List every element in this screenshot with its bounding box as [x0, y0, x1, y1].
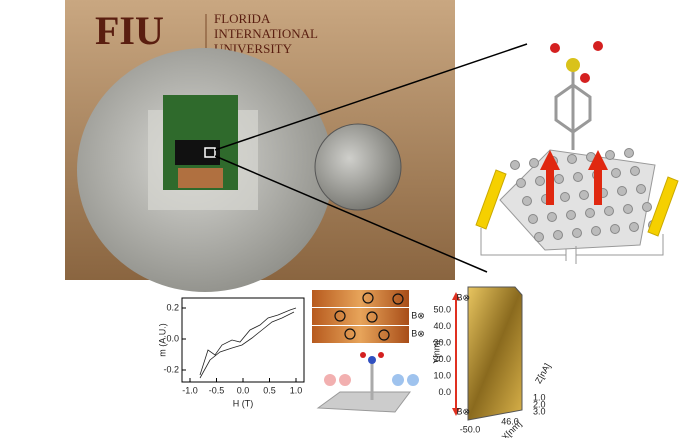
contact-pads [178, 168, 223, 188]
x-tick-label: -0.5 [209, 385, 225, 395]
z-tick-label: 3.0 [533, 406, 546, 416]
spin [324, 374, 336, 386]
carbon-atom [617, 186, 627, 196]
hysteresis-plot: m (A.U.) H (T) 0.2 0.0 -0.2 -1.0 -0.5 0.0 0.5 1… [157, 297, 305, 408]
carbon-atom [510, 160, 520, 170]
y-axis-label: Y[nm] [431, 340, 441, 364]
stm-image [312, 308, 409, 325]
carbon-atom [636, 184, 646, 194]
carbon-atom [554, 174, 564, 184]
carbon-atom [579, 190, 589, 200]
topography-surface [467, 286, 523, 421]
spin [392, 374, 404, 386]
y-tick-label: 20.0 [433, 354, 451, 364]
zoom-box [204, 147, 216, 158]
field-label: B⊗ [456, 406, 470, 416]
carbon-atom [529, 158, 539, 168]
z-tick-label: 1.0 [533, 392, 546, 402]
zoom-line [214, 155, 488, 273]
graphene-sheet [316, 391, 411, 413]
plot-frame [181, 297, 305, 383]
carbon-atom [547, 212, 557, 222]
university-name: INTERNATIONAL [214, 26, 318, 41]
spin [407, 374, 419, 386]
carbon-atom [522, 196, 532, 206]
carbon-atom [610, 224, 620, 234]
carbon-atom [623, 204, 633, 214]
stm-image [312, 326, 409, 343]
sulfur-atom [566, 58, 580, 72]
molecule-diagram [475, 41, 679, 264]
university-name: FLORIDA [214, 11, 271, 26]
zoom-line [214, 43, 528, 151]
oxygen-atom [593, 41, 603, 51]
stm-image [312, 290, 409, 307]
x-tick-label: -50.0 [460, 424, 481, 434]
oxygen-atom [360, 352, 366, 358]
carbon-atom [585, 208, 595, 218]
z-axis-label: Z[nA] [533, 362, 552, 386]
oxygen-atom [550, 43, 560, 53]
y-tick-label: 50.0 [433, 304, 451, 314]
y-axis-label: m (A.U.) [157, 323, 167, 357]
coin [314, 123, 402, 211]
field-label: B⊗ [411, 310, 425, 320]
benzene-ring [554, 83, 592, 134]
y-tick-label: 0.2 [166, 302, 179, 312]
logo: FIU [95, 8, 164, 53]
carbon-atom [553, 230, 563, 240]
oxygen-atom [378, 352, 384, 358]
carbon-atom [605, 150, 615, 160]
topography-plot: B⊗ B⊗ Y[nm] Z[nA] X[nm] 50.040.030.020.0… [431, 286, 553, 438]
carbon-atom [624, 148, 634, 158]
x-tick-label: -1.0 [182, 385, 198, 395]
carbon-atom [535, 176, 545, 186]
y-tick-label: 10.0 [433, 370, 451, 380]
carbon-atom [572, 228, 582, 238]
y-tick-label: 0.0 [166, 333, 179, 343]
carbon-atom [566, 210, 576, 220]
carbon-atom [629, 222, 639, 232]
spin-arrow [588, 150, 608, 205]
carbon-atom [642, 202, 652, 212]
carbon-atom [611, 168, 621, 178]
oxygen-atom [580, 73, 590, 83]
arrow-head [452, 292, 460, 300]
carbon-atom [630, 166, 640, 176]
x-axis-label: H (T) [233, 398, 254, 408]
carbon-atom [567, 154, 577, 164]
nitrogen-atom [368, 356, 376, 364]
carbon-atom [534, 232, 544, 242]
carbon-atom [516, 178, 526, 188]
x-tick-label: 0.0 [237, 385, 250, 395]
y-tick-label: 40.0 [433, 321, 451, 331]
sample-chip [175, 140, 220, 165]
hysteresis-loop [199, 307, 297, 379]
circuit-wire [480, 228, 664, 264]
y-tick-label: 30.0 [433, 337, 451, 347]
carbon-atom [604, 206, 614, 216]
arrow-head [452, 408, 460, 416]
field-label: B⊗ [456, 292, 470, 302]
field-label: B⊗ [411, 328, 425, 338]
z-tick-label: 2.0 [533, 399, 546, 409]
spin [339, 374, 351, 386]
carbon-atom [560, 192, 570, 202]
x-tick-label: 1.0 [290, 385, 303, 395]
x-tick-label: 46.0 [501, 416, 519, 426]
carbon-atom [528, 214, 538, 224]
x-tick-label: 0.5 [263, 385, 276, 395]
electrode [647, 176, 679, 237]
carbon-atom [573, 172, 583, 182]
y-tick-label: -0.2 [163, 364, 179, 374]
electrode [475, 169, 507, 230]
carbon-atom [591, 226, 601, 236]
spin-arrow [540, 150, 560, 205]
stm-images: B⊗ B⊗ [312, 290, 425, 413]
y-tick-label: 0.0 [438, 387, 451, 397]
